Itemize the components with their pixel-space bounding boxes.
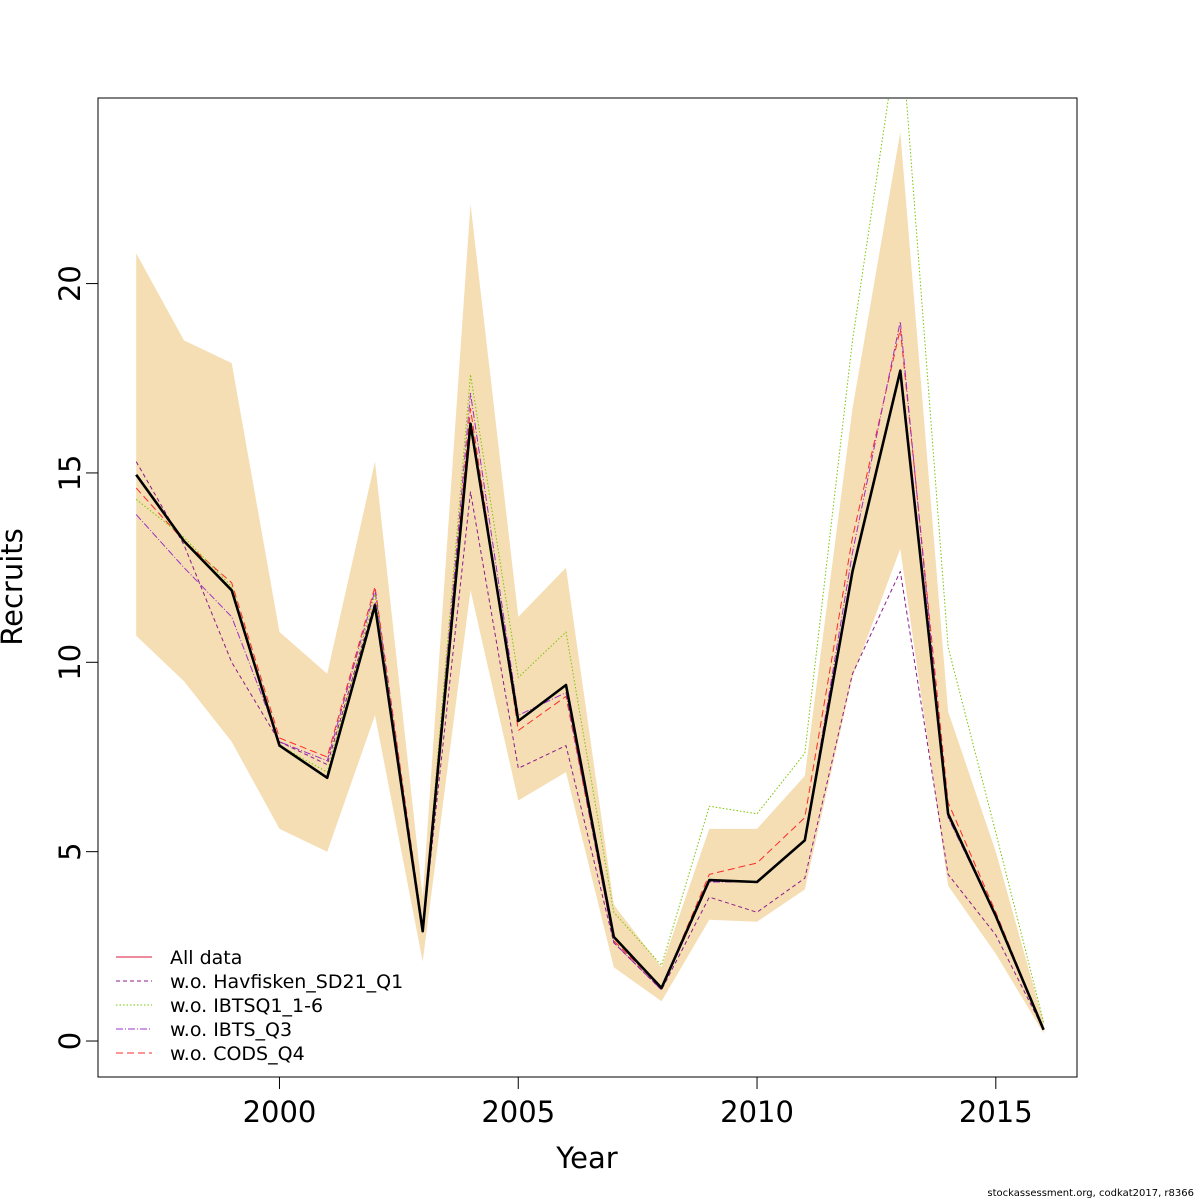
y-tick-label: 5 xyxy=(53,842,87,860)
legend-label: w.o. IBTSQ1_1-6 xyxy=(170,995,323,1017)
footer-credit: stockassessment.org, codkat2017, r8366 xyxy=(987,1188,1194,1199)
x-tick-label: 2005 xyxy=(481,1095,555,1129)
x-tick-label: 2015 xyxy=(959,1095,1033,1129)
x-axis: 2000 2005 2010 2015 xyxy=(243,1076,1033,1129)
y-tick-label: 15 xyxy=(53,454,87,491)
legend-label: All data xyxy=(170,947,242,969)
y-tick-label: 20 xyxy=(53,265,87,302)
y-tick-label: 0 xyxy=(53,1032,87,1050)
confidence-band xyxy=(136,132,1044,1034)
y-tick-label: 10 xyxy=(53,644,87,681)
confidence-band-layer xyxy=(136,132,1044,1034)
legend-label: w.o. IBTS_Q3 xyxy=(170,1019,292,1041)
legend-label: w.o. CODS_Q4 xyxy=(170,1043,305,1065)
series-line xyxy=(135,461,1045,1030)
y-axis: 0 5 10 15 20 xyxy=(53,265,99,1050)
series-layer xyxy=(135,98,1045,1031)
series-line xyxy=(135,320,1045,1030)
x-tick-label: 2000 xyxy=(243,1095,317,1129)
x-axis-label: Year xyxy=(555,1141,617,1175)
y-axis-label: Recruits xyxy=(0,528,29,645)
legend-label: w.o. Havfisken_SD21_Q1 xyxy=(170,971,403,993)
series-line xyxy=(135,369,1045,1031)
x-tick-label: 2010 xyxy=(720,1095,794,1129)
